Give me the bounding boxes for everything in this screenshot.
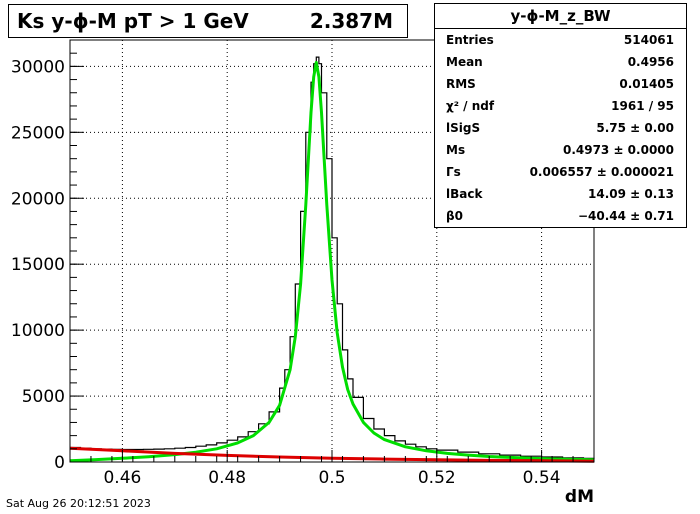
x-axis-label: dM xyxy=(565,487,594,507)
y-tick-label: 30000 xyxy=(11,57,65,77)
stats-row-rms: RMS 0.01405 xyxy=(435,73,686,95)
y-tick-label: 25000 xyxy=(11,123,65,143)
stats-value: −40.44 ± 0.71 xyxy=(577,209,674,223)
y-tick-label: 15000 xyxy=(11,255,65,275)
y-tick-label: 0 xyxy=(54,453,65,473)
stats-key: β0 xyxy=(446,209,463,223)
stats-value: 0.4973 ± 0.0000 xyxy=(562,143,674,157)
stats-box: y-ϕ-M_z_BW Entries 514061 Mean 0.4956 RM… xyxy=(434,3,687,228)
x-tick-label: 0.5 xyxy=(318,468,345,488)
stats-value: 0.006557 ± 0.000021 xyxy=(529,165,674,179)
stats-key: χ² / ndf xyxy=(446,99,495,113)
y-tick-label: 20000 xyxy=(11,189,65,209)
stats-key: RMS xyxy=(446,77,476,91)
stats-value: 514061 xyxy=(623,33,674,47)
timestamp: Sat Aug 26 20:12:51 2023 xyxy=(6,497,151,510)
fit-curve-total xyxy=(69,60,595,463)
stats-value: 14.09 ± 0.13 xyxy=(588,187,674,201)
x-tick-label: 0.54 xyxy=(523,468,561,488)
stats-key: Entries xyxy=(446,33,494,47)
stats-row-ms: Ms 0.4973 ± 0.0000 xyxy=(435,139,686,161)
stats-key: lSigS xyxy=(446,121,481,135)
x-tick-label: 0.46 xyxy=(103,468,141,488)
histogram-title: Ks y-ϕ-M pT > 1 GeV 2.387M xyxy=(8,4,408,38)
stats-key: Ms xyxy=(446,143,466,157)
x-tick-label: 0.48 xyxy=(208,468,246,488)
stats-key: lBack xyxy=(446,187,483,201)
x-tick-label: 0.52 xyxy=(418,468,456,488)
stats-row-lback: lBack 14.09 ± 0.13 xyxy=(435,183,686,205)
stats-row-mean: Mean 0.4956 xyxy=(435,51,686,73)
stats-value: 0.4956 xyxy=(627,55,674,69)
title-text: Ks y-ϕ-M pT > 1 GeV xyxy=(17,9,249,33)
stats-row-lsigs: lSigS 5.75 ± 0.00 xyxy=(435,117,686,139)
stats-key: Mean xyxy=(446,55,483,69)
stats-row-entries: Entries 514061 xyxy=(435,29,686,51)
stats-row-beta0: β0 −40.44 ± 0.71 xyxy=(435,205,686,227)
stats-value: 5.75 ± 0.00 xyxy=(596,121,674,135)
stats-row-chi2: χ² / ndf 1961 / 95 xyxy=(435,95,686,117)
axis-ticks: 0.46 0.48 0.5 0.52 0.54 0 5000 10000 15000 20000 2… xyxy=(11,39,595,488)
stats-value: 0.01405 xyxy=(619,77,674,91)
stats-title: y-ϕ-M_z_BW xyxy=(435,4,686,29)
stats-key: Γs xyxy=(446,165,461,179)
y-tick-label: 5000 xyxy=(22,387,65,407)
title-entries: 2.387M xyxy=(309,9,393,33)
stats-row-gamma: Γs 0.006557 ± 0.000021 xyxy=(435,161,686,183)
stats-value: 1961 / 95 xyxy=(611,99,674,113)
y-tick-label: 10000 xyxy=(11,321,65,341)
